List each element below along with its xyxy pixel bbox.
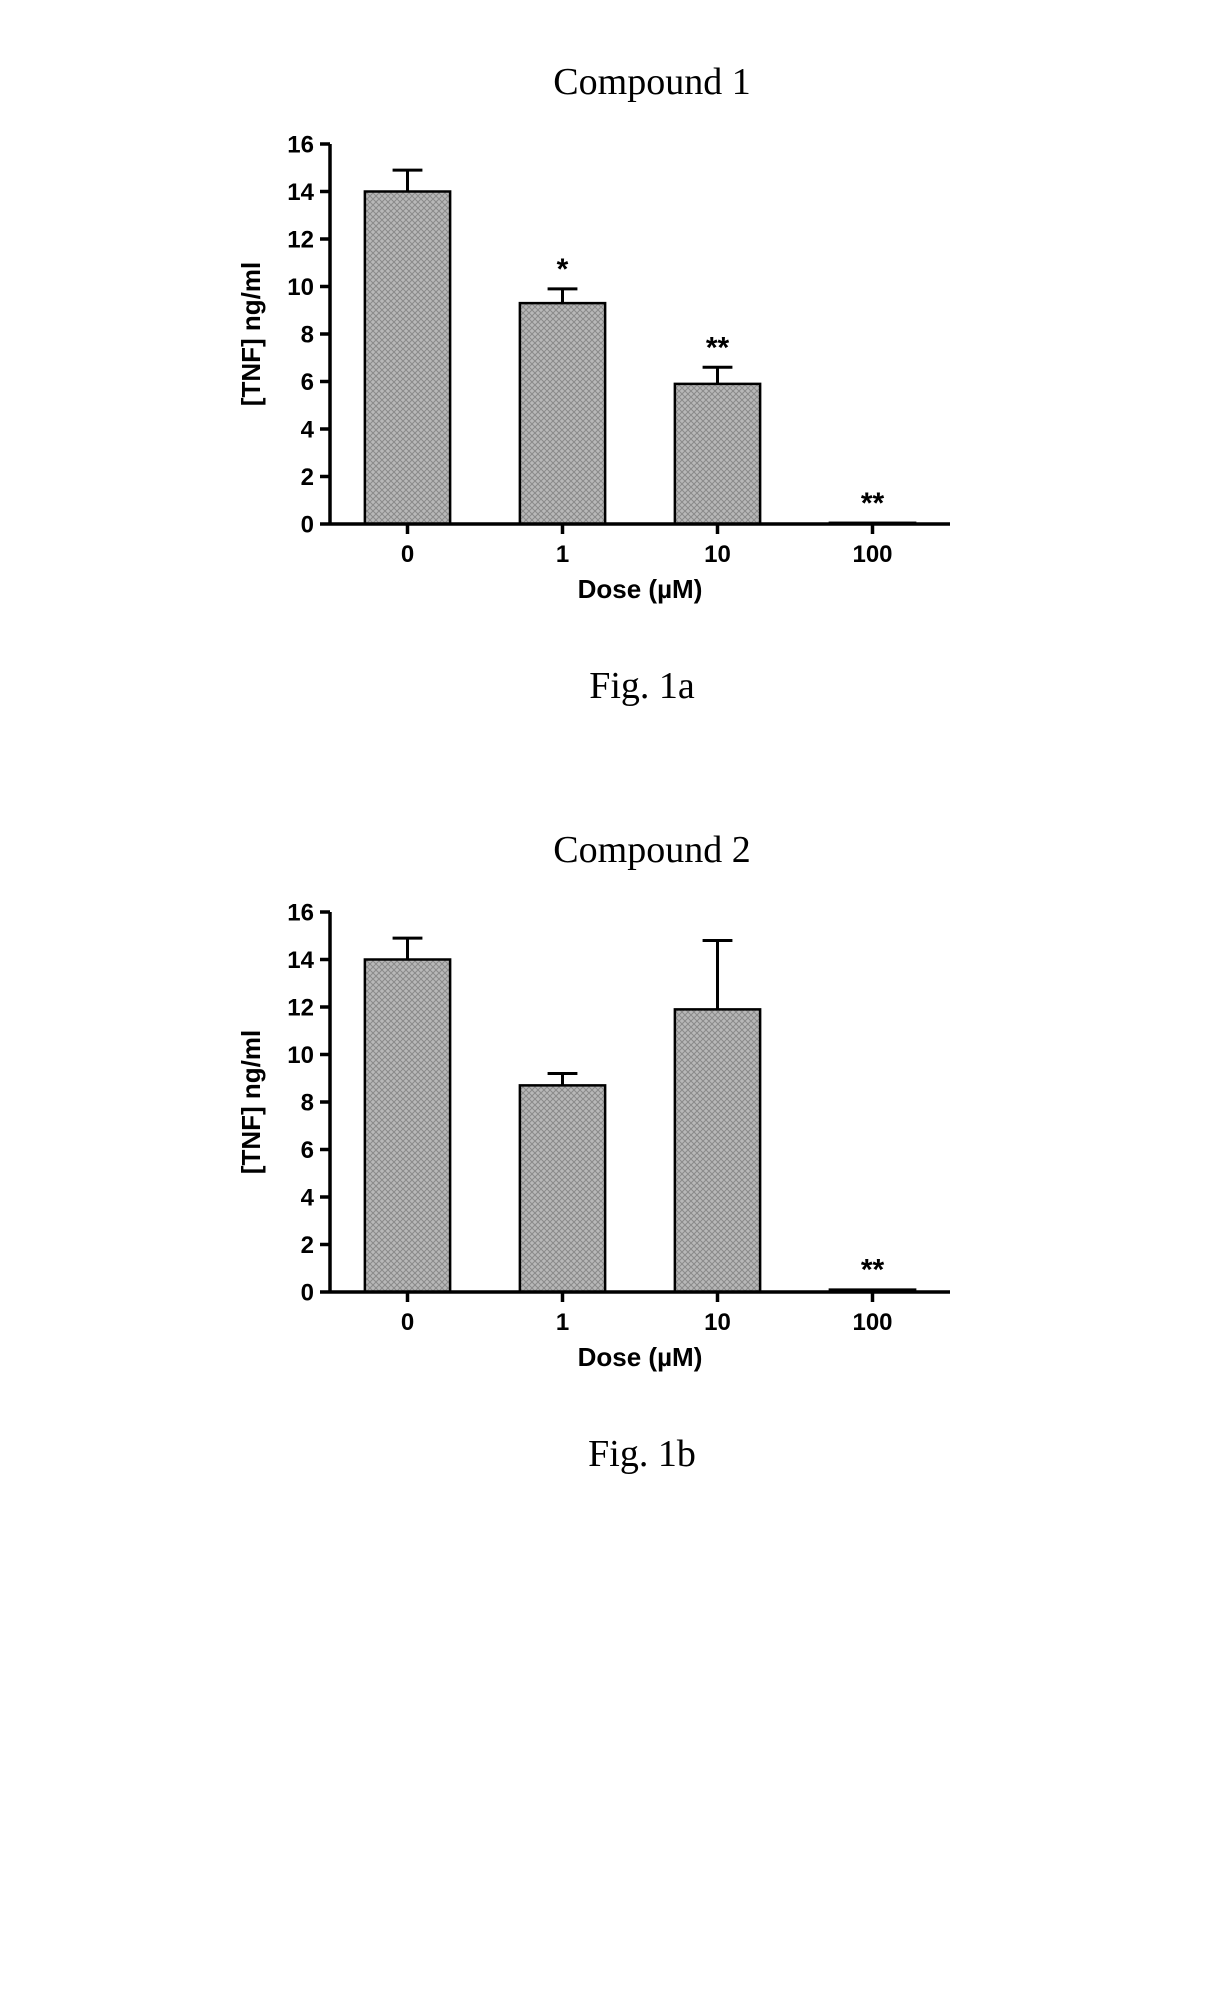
chart-title-1a: Compound 1 — [260, 60, 1044, 104]
svg-text:16: 16 — [287, 131, 314, 158]
svg-text:8: 8 — [301, 1089, 314, 1116]
svg-text:**: ** — [861, 487, 885, 520]
svg-text:10: 10 — [287, 274, 314, 301]
svg-text:*: * — [557, 253, 569, 286]
figure-1a-block: Compound 1 0 2 4 6 8 10 12 14 16 0 * 1 ** 10 ** 100 [TNF… — [180, 60, 1044, 708]
chart-1a-svg: 0 2 4 6 8 10 12 14 16 0 * 1 ** 10 ** 100 [TNF] ng/ml Dose… — [220, 124, 980, 614]
figure-1b-block: Compound 2 0 2 4 6 8 10 12 14 16 0 1 10 ** 100 [TNF] n… — [180, 828, 1044, 1476]
svg-text:4: 4 — [301, 1184, 315, 1211]
svg-text:1: 1 — [556, 541, 569, 568]
svg-text:**: ** — [706, 331, 730, 364]
svg-text:Dose (µM): Dose (µM) — [578, 574, 703, 604]
figcaption-1b: Fig. 1b — [240, 1432, 1044, 1476]
svg-text:12: 12 — [287, 994, 314, 1021]
svg-text:8: 8 — [301, 321, 314, 348]
svg-text:0: 0 — [301, 1279, 314, 1306]
svg-text:2: 2 — [301, 1232, 314, 1259]
svg-text:100: 100 — [852, 541, 892, 568]
svg-text:14: 14 — [287, 179, 314, 206]
page-container: Compound 1 02468101214160*1**10**100[TNF… — [0, 0, 1224, 1676]
svg-text:**: ** — [861, 1254, 885, 1287]
figcaption-1a: Fig. 1a — [240, 664, 1044, 708]
svg-text:[TNF] ng/ml: [TNF] ng/ml — [236, 262, 266, 406]
svg-text:14: 14 — [287, 947, 314, 974]
svg-text:10: 10 — [704, 541, 731, 568]
svg-text:4: 4 — [301, 416, 315, 443]
svg-text:1: 1 — [556, 1309, 569, 1336]
svg-text:10: 10 — [287, 1042, 314, 1069]
chart-1b-wrap: 0 2 4 6 8 10 12 14 16 0 1 10 ** 100 [TNF] ng/ml Dose (µ… — [220, 892, 1044, 1382]
svg-text:10: 10 — [704, 1309, 731, 1336]
svg-text:0: 0 — [401, 1309, 414, 1336]
svg-text:2: 2 — [301, 464, 314, 491]
svg-text:0: 0 — [401, 541, 414, 568]
svg-text:Dose (µM): Dose (µM) — [578, 1342, 703, 1372]
svg-text:12: 12 — [287, 226, 314, 253]
svg-text:[TNF] ng/ml: [TNF] ng/ml — [236, 1030, 266, 1174]
svg-text:0: 0 — [301, 511, 314, 538]
chart-title-1b: Compound 2 — [260, 828, 1044, 872]
svg-text:6: 6 — [301, 369, 314, 396]
svg-text:100: 100 — [852, 1309, 892, 1336]
svg-text:16: 16 — [287, 899, 314, 926]
chart-1b-svg: 0 2 4 6 8 10 12 14 16 0 1 10 ** 100 [TNF] ng/ml Dose (µ… — [220, 892, 980, 1382]
chart-1a-wrap: 0 2 4 6 8 10 12 14 16 0 * 1 ** 10 ** 100 [TNF] ng/ml Dose… — [220, 124, 1044, 614]
svg-text:6: 6 — [301, 1137, 314, 1164]
